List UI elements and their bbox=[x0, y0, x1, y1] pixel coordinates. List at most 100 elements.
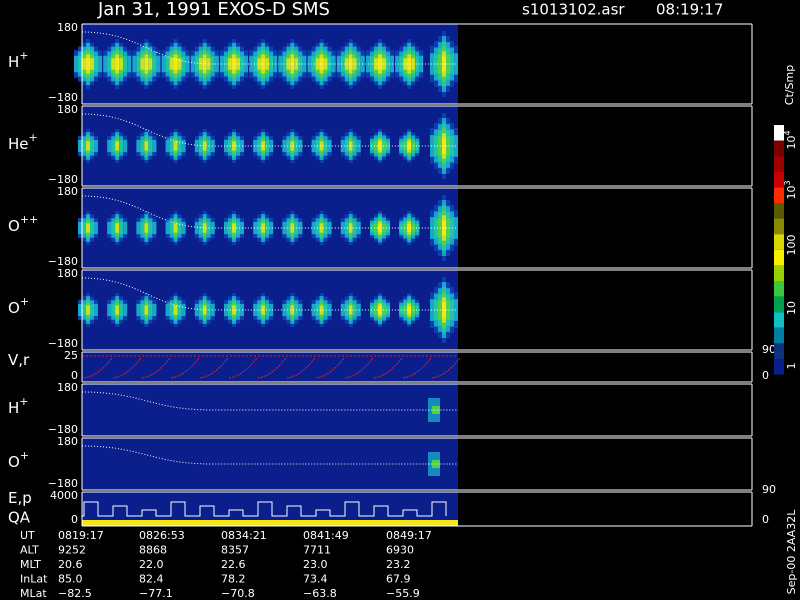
colorbar-cell bbox=[774, 187, 784, 203]
spectrum-cell bbox=[446, 218, 450, 238]
spectrum-cell bbox=[232, 305, 236, 315]
spectrum-cell bbox=[111, 222, 116, 234]
file-name: s1013102.asr bbox=[522, 1, 625, 19]
cell: 73.4 bbox=[303, 573, 328, 586]
spectrum-cell bbox=[107, 303, 112, 317]
spectrum-cell bbox=[177, 222, 182, 234]
spectrum-cell bbox=[344, 58, 349, 70]
spectrum-cell bbox=[407, 224, 412, 232]
spectrum-cell bbox=[340, 221, 345, 235]
spectrum-cell bbox=[177, 140, 182, 152]
row-label: MLT bbox=[20, 558, 41, 571]
spectrum-cell bbox=[446, 300, 450, 320]
spectrum-cell bbox=[403, 305, 408, 315]
spectrum-cell bbox=[442, 56, 446, 72]
spectrum-cell bbox=[202, 141, 207, 151]
colorbar-label: 1 bbox=[785, 363, 798, 370]
spectrum-cell bbox=[446, 136, 450, 156]
spectrum-cell bbox=[286, 58, 291, 70]
y2-tick-label: 0 bbox=[762, 513, 769, 526]
panel-label: E,p bbox=[8, 489, 32, 507]
spectrum-cell bbox=[407, 58, 412, 70]
spectrum-cell bbox=[403, 141, 408, 151]
spectrum-cell bbox=[82, 140, 86, 152]
spectrum-cell bbox=[136, 221, 141, 235]
spectrum-cell bbox=[181, 221, 186, 235]
spectrum-cell bbox=[82, 222, 86, 234]
spectrum-cell bbox=[352, 140, 357, 152]
spectrum-cell bbox=[344, 222, 349, 234]
spectrum-cell bbox=[298, 303, 303, 317]
spectrum-cell bbox=[340, 139, 345, 153]
spectrum-cell bbox=[202, 223, 207, 233]
label-base: 10 bbox=[785, 136, 798, 150]
spectrum-cell bbox=[148, 304, 153, 316]
spectrum-cell bbox=[94, 139, 98, 153]
spectrum-cell bbox=[290, 58, 295, 70]
spectrum-cell bbox=[382, 58, 386, 70]
spectrum-cell bbox=[257, 222, 262, 234]
spectrum-cell bbox=[434, 54, 438, 74]
spectrum-cell bbox=[140, 140, 145, 152]
spectrum-cell bbox=[136, 303, 141, 317]
spectrum-cell bbox=[298, 56, 303, 72]
title: Jan 31, 1991 EXOS-D SMS bbox=[97, 0, 330, 20]
label-exponent: 4 bbox=[783, 130, 792, 135]
label-text: E,p bbox=[8, 489, 32, 507]
colorbar-cell bbox=[774, 281, 784, 297]
spectrum-cell bbox=[382, 305, 386, 315]
label-base: 10 bbox=[785, 301, 798, 315]
spectrum-cell bbox=[177, 304, 182, 316]
spectrum-cell bbox=[319, 223, 324, 233]
label-superscript: + bbox=[29, 131, 38, 144]
spectrum-cell bbox=[454, 135, 458, 157]
y-tick-label: 180 bbox=[57, 435, 78, 448]
cell: 7711 bbox=[303, 544, 331, 557]
spectrum-cell bbox=[86, 223, 90, 233]
colorbar-cell bbox=[774, 343, 784, 359]
spectrum-cell bbox=[236, 58, 240, 70]
spectrum-cell bbox=[123, 56, 128, 72]
spectrum-cell bbox=[442, 138, 446, 154]
spectrum-cell bbox=[454, 217, 458, 239]
panel-label: He+ bbox=[8, 131, 38, 153]
y-tick-label: −180 bbox=[48, 91, 78, 104]
cell: 0849:17 bbox=[386, 529, 432, 542]
cell: 78.2 bbox=[221, 573, 246, 586]
colorbar-cell bbox=[774, 327, 784, 344]
spectrum-cell bbox=[253, 56, 258, 72]
spectrum-cell bbox=[407, 142, 412, 150]
spectrum-cell bbox=[290, 141, 295, 151]
colorbar-cell bbox=[774, 203, 784, 219]
spectrum-cell bbox=[323, 58, 328, 70]
panel-label: V,r bbox=[8, 351, 30, 369]
spectrum-cell bbox=[331, 55, 336, 73]
row-label: UT bbox=[20, 529, 35, 542]
energy-trace bbox=[82, 501, 447, 517]
cell: 6930 bbox=[386, 544, 414, 557]
spectrum-cell bbox=[434, 300, 438, 320]
spectrum-cell bbox=[323, 222, 328, 234]
label-text: H bbox=[8, 53, 19, 71]
spectrum-cell bbox=[311, 56, 316, 72]
spectrum-cell bbox=[253, 221, 258, 235]
spectrum-cell bbox=[323, 140, 328, 152]
spectrum-cell bbox=[340, 56, 345, 72]
cell: 22.6 bbox=[221, 558, 246, 571]
spectrum-cell bbox=[257, 140, 262, 152]
y-tick-label: 0 bbox=[71, 513, 78, 526]
spectrum-cell bbox=[454, 53, 458, 75]
spectrum-cell bbox=[454, 299, 458, 321]
velocity-trace bbox=[83, 357, 461, 379]
spectrum-cell bbox=[253, 139, 258, 153]
cell: 20.6 bbox=[58, 558, 83, 571]
y-tick-label: 180 bbox=[57, 103, 78, 116]
spectrum-cell bbox=[446, 54, 450, 74]
spectrum-cell bbox=[169, 222, 174, 234]
spectrum-cell bbox=[202, 58, 207, 70]
cell: 8357 bbox=[221, 544, 249, 557]
spectrum-cell bbox=[386, 305, 390, 315]
spectrum-cell bbox=[94, 303, 98, 317]
spectrum-cell bbox=[432, 406, 440, 414]
spectrum-cell bbox=[123, 139, 128, 153]
